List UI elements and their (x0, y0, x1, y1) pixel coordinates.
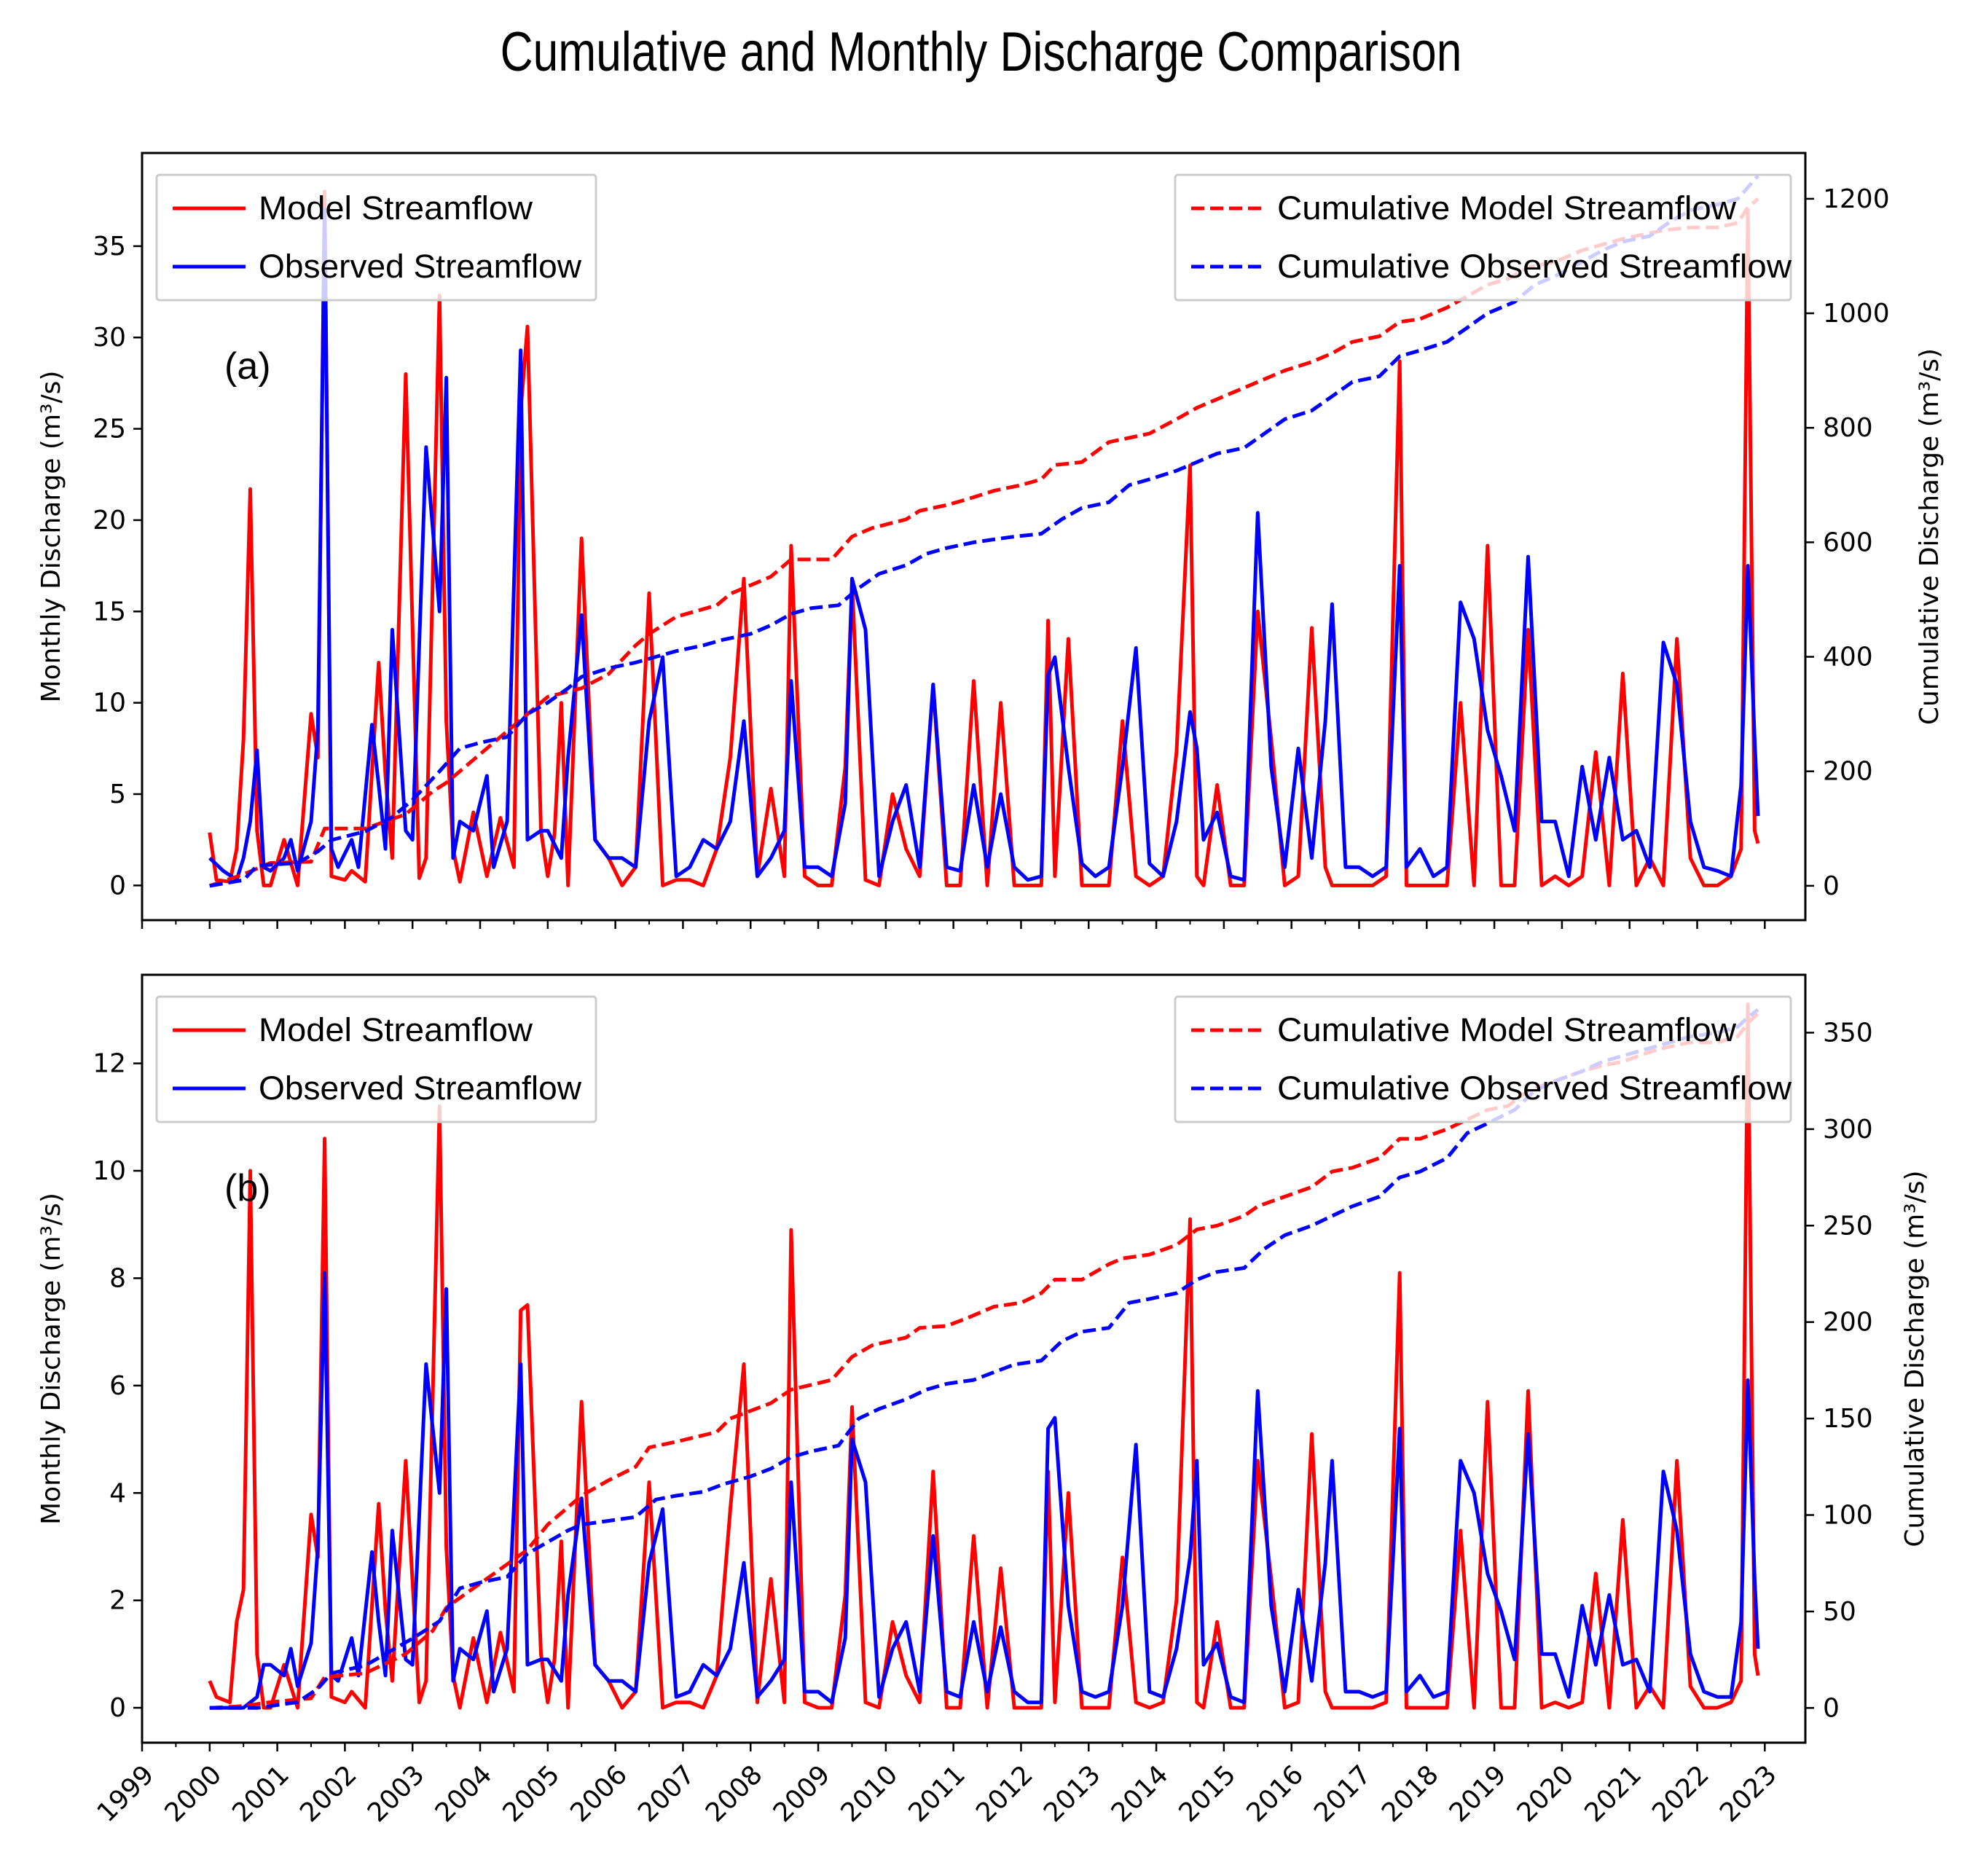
y-right-tick-label: 200 (1823, 1308, 1873, 1338)
y-left-tick-label: 0 (109, 871, 126, 900)
y-right-tick-label: 1200 (1823, 184, 1890, 214)
x-tick-label: 2006 (565, 1759, 633, 1828)
x-tick-label: 2015 (1174, 1759, 1242, 1828)
x-tick-label: 2004 (430, 1759, 498, 1828)
legend-monthly: Model Streamflow Observed Streamflow (155, 995, 597, 1123)
y-left-tick-label: 30 (93, 323, 126, 353)
x-tick-label: 2007 (632, 1759, 701, 1828)
legend-label: Observed Streamflow (259, 1070, 582, 1107)
legend-box (1174, 995, 1792, 1123)
y-right-tick-label: 600 (1823, 527, 1873, 557)
legend-box (155, 995, 597, 1123)
x-tick-label: 2019 (1444, 1759, 1512, 1828)
y-right-tick-label: 50 (1823, 1597, 1856, 1627)
x-tick-label: 2001 (227, 1759, 295, 1828)
panel-label: (a) (224, 345, 271, 388)
y-left-tick-label: 2 (109, 1586, 126, 1616)
series-line-observed-streamflow (208, 208, 1760, 882)
y-left-tick-label: 5 (109, 780, 126, 809)
y-right-tick-label: 0 (1823, 1693, 1840, 1723)
legend-label: Model Streamflow (259, 189, 533, 227)
x-tick-label: 2005 (498, 1759, 566, 1828)
y-left-tick-label: 10 (93, 1156, 126, 1186)
y-right-tick-label: 100 (1823, 1501, 1873, 1531)
y-right-tick-label: 400 (1823, 643, 1873, 672)
y-left-tick-label: 0 (109, 1693, 126, 1723)
legend-box (155, 173, 597, 302)
y-left-tick-label: 10 (93, 688, 126, 718)
legend-cumulative: Cumulative Model Streamflow Cumulative Ob… (1174, 173, 1792, 302)
y-right-tick-label: 350 (1823, 1018, 1873, 1048)
x-tick-label: 2013 (1038, 1759, 1107, 1828)
y-left-axis-label: Monthly Discharge (m³/s) (36, 1193, 66, 1525)
series-line-observed-streamflow (209, 1271, 1760, 1710)
y-right-tick-label: 150 (1823, 1404, 1873, 1434)
x-tick-label: 2010 (836, 1759, 904, 1828)
plot-frame (141, 973, 1807, 1744)
x-tick-label: 2002 (294, 1759, 363, 1828)
y-left-tick-label: 4 (109, 1478, 126, 1508)
legend-label: Cumulative Model Streamflow (1277, 1011, 1737, 1048)
y-left-axis-label: Monthly Discharge (m³/s) (36, 371, 66, 703)
x-tick-label: 2021 (1579, 1759, 1647, 1828)
plot-frame (141, 152, 1807, 922)
y-left-tick-label: 25 (93, 415, 126, 444)
y-right-axis-label: Cumulative Discharge (m³/s) (1900, 1170, 1930, 1547)
legend-label: Cumulative Model Streamflow (1277, 189, 1737, 227)
panel-label: (b) (224, 1167, 271, 1209)
legend-label: Cumulative Observed Streamflow (1277, 1070, 1792, 1107)
x-tick-label: 2023 (1714, 1759, 1783, 1828)
y-right-axis-label: Cumulative Discharge (m³/s) (1915, 348, 1945, 725)
legend-label: Cumulative Observed Streamflow (1277, 248, 1792, 285)
legend-box (1174, 173, 1792, 302)
x-tick-label: 2018 (1376, 1759, 1445, 1828)
x-tick-label: 2020 (1512, 1759, 1580, 1828)
x-tick-label: 2009 (768, 1759, 836, 1828)
x-tick-label: 2003 (362, 1759, 431, 1828)
legend-label: Observed Streamflow (259, 248, 582, 285)
x-tick-label: 2014 (1106, 1759, 1174, 1828)
y-right-tick-label: 250 (1823, 1211, 1873, 1241)
panel-a: 0 5 10 15 20 25 30 35 0 200 400 600 800 1000 1200 Month… (36, 152, 1945, 929)
x-tick-label: 2011 (903, 1759, 971, 1828)
x-tick-label: 1999 (92, 1759, 160, 1828)
legend-cumulative: Cumulative Model Streamflow Cumulative Ob… (1174, 995, 1792, 1123)
legend-label: Model Streamflow (259, 1011, 533, 1048)
x-tick-label: 2016 (1241, 1759, 1309, 1828)
y-left-tick-label: 15 (93, 597, 126, 627)
y-left-tick-label: 8 (109, 1263, 126, 1293)
y-right-tick-label: 0 (1823, 871, 1840, 901)
y-left-tick-label: 20 (93, 506, 126, 535)
x-tick-label: 2022 (1647, 1759, 1715, 1828)
y-right-tick-label: 300 (1823, 1115, 1873, 1145)
panel-b: 1999 2000 2001 2002 2003 2004 2005 2006 2007 2008… (36, 973, 1930, 1828)
x-tick-label: 2017 (1308, 1759, 1377, 1828)
x-tick-label: 2000 (159, 1759, 227, 1828)
page-title: Cumulative and Monthly Discharge Compari… (500, 21, 1462, 83)
x-tick-label: 2008 (700, 1759, 769, 1828)
legend-monthly: Model Streamflow Observed Streamflow (155, 173, 597, 302)
y-right-tick-label: 800 (1823, 413, 1873, 443)
y-left-tick-label: 6 (109, 1371, 126, 1401)
y-left-tick-label: 35 (93, 232, 126, 262)
y-right-tick-label: 1000 (1823, 299, 1890, 329)
series-line-model-streamflow (208, 1002, 1760, 1710)
y-left-tick-label: 12 (93, 1049, 126, 1079)
x-tick-label: 2012 (970, 1759, 1039, 1828)
y-right-tick-label: 200 (1823, 757, 1873, 787)
